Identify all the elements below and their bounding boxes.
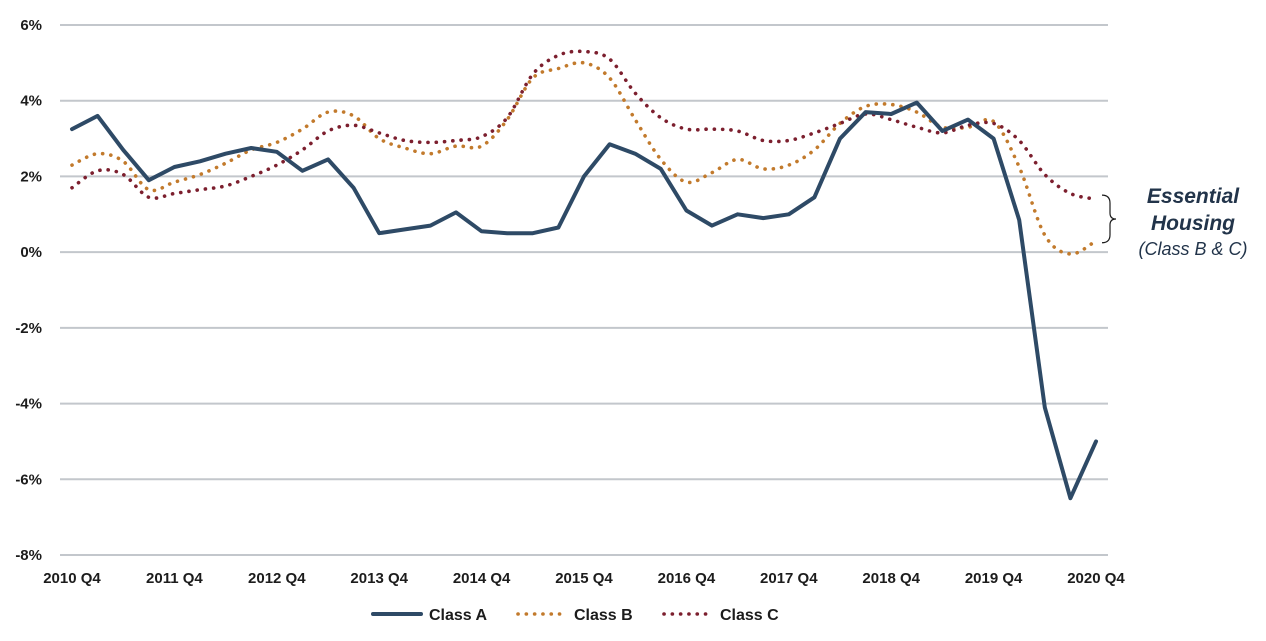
series-line-class-b xyxy=(70,60,1098,256)
x-tick-label: 2012 Q4 xyxy=(248,570,306,587)
x-tick-label: 2019 Q4 xyxy=(965,570,1023,587)
y-axis-ticks: 6% 4% 2% 0% -2% -4% -6% -8% xyxy=(15,17,42,564)
gridlines xyxy=(60,24,1108,556)
x-axis-ticks: 2010 Q4 2011 Q4 2012 Q4 2013 Q4 2014 Q4 2015 … xyxy=(43,570,1125,587)
series-line-class-c xyxy=(70,49,1098,201)
y-tick-label: -8% xyxy=(15,547,42,564)
annotation-title-line1: Essential xyxy=(1147,185,1240,208)
annotation-subtitle: (Class B & C) xyxy=(1138,239,1247,259)
x-tick-label: 2016 Q4 xyxy=(658,570,716,587)
x-tick-label: 2015 Q4 xyxy=(555,570,613,587)
annotation-title-line2: Housing xyxy=(1151,212,1235,235)
x-tick-label: 2011 Q4 xyxy=(146,570,203,587)
x-tick-label: 2014 Q4 xyxy=(453,570,511,587)
annotation-brace xyxy=(1101,194,1117,244)
y-tick-label: 2% xyxy=(20,168,42,185)
x-tick-label: 2018 Q4 xyxy=(862,570,920,587)
legend-label: Class A xyxy=(429,607,488,624)
x-tick-label: 2017 Q4 xyxy=(760,570,818,587)
y-tick-label: 0% xyxy=(20,244,42,261)
y-tick-label: -4% xyxy=(15,396,42,413)
y-tick-label: -2% xyxy=(15,320,42,337)
x-tick-label: 2010 Q4 xyxy=(43,570,101,587)
y-tick-label: 4% xyxy=(20,93,42,110)
y-tick-label: 6% xyxy=(20,17,42,34)
legend-label: Class B xyxy=(574,607,633,624)
essential-housing-annotation: Essential Housing (Class B & C) xyxy=(1101,185,1248,259)
y-tick-label: -6% xyxy=(15,471,42,488)
x-tick-label: 2020 Q4 xyxy=(1067,570,1125,587)
series-lines xyxy=(70,49,1098,501)
x-tick-label: 2013 Q4 xyxy=(350,570,408,587)
legend-label: Class C xyxy=(720,607,779,624)
legend: Class A Class B Class C xyxy=(371,607,779,624)
series-line-class-a xyxy=(70,100,1098,501)
